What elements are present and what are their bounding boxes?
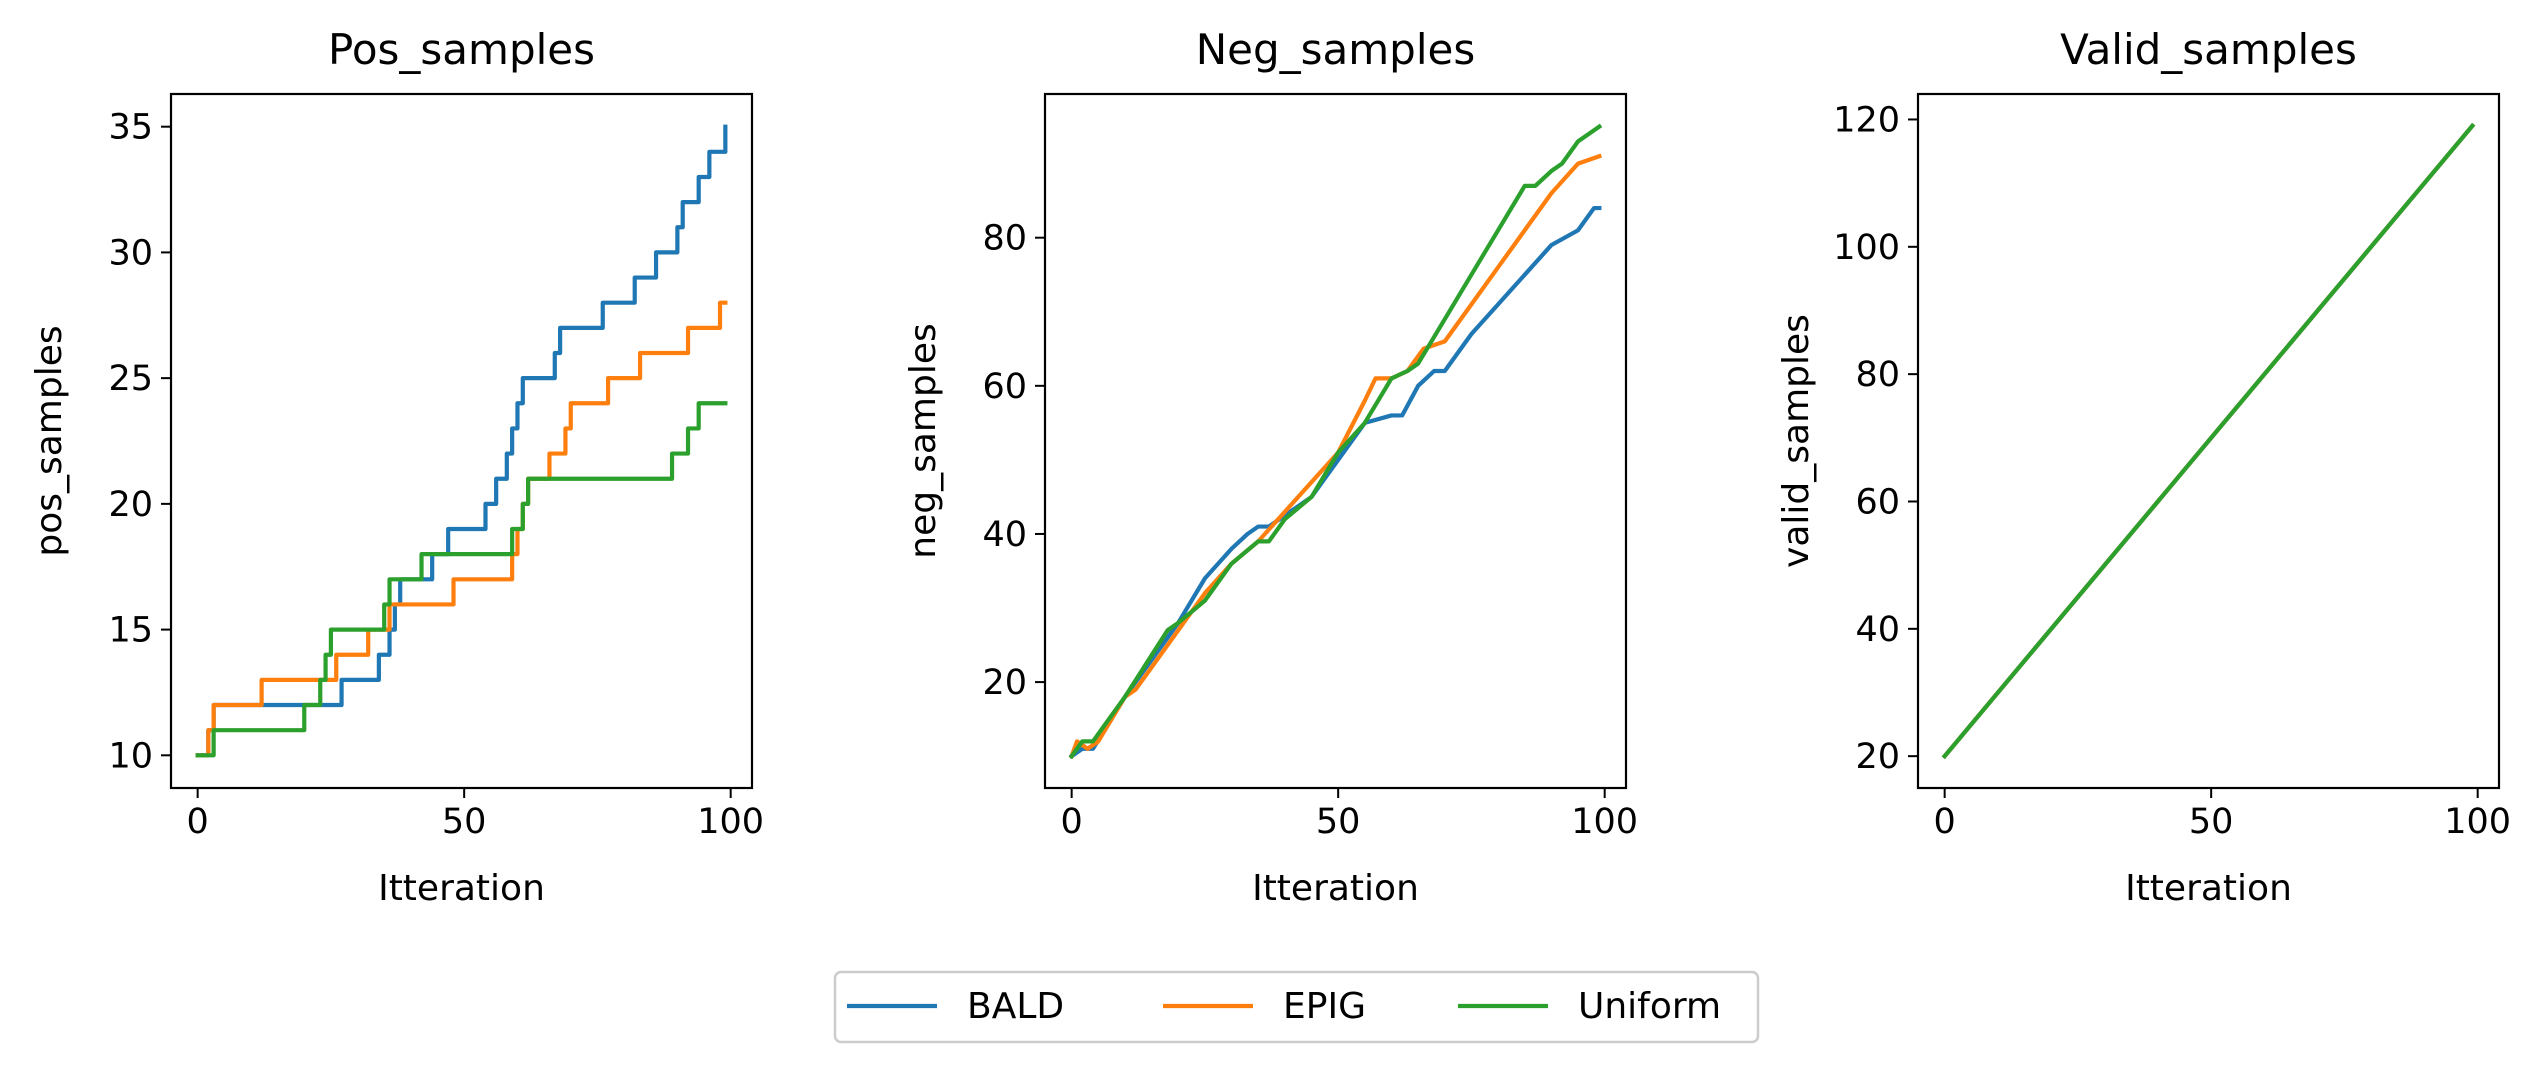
y-tick-label: 10 <box>108 736 153 776</box>
axes-frame <box>1043 92 1628 790</box>
axes-frame <box>1916 92 2501 790</box>
y-axis-label: valid_samples <box>1776 314 1817 568</box>
x-tick-label: 100 <box>1571 802 1638 842</box>
legend-label-bald: BALD <box>967 986 1064 1027</box>
series-line-bald <box>1068 205 1602 760</box>
y-tick-label: 80 <box>982 219 1027 259</box>
y-tick-label: 35 <box>108 108 153 148</box>
series-line-uniform <box>195 401 728 758</box>
chart-panel-2: 0 50 100 20 40 60 80 100 120 Valid_samples Itterat… <box>1776 25 2511 909</box>
chart-panel-1: 0 50 100 20 40 60 80 Neg_samples Itteration neg_s… <box>903 25 1638 909</box>
series-line-bald <box>195 124 728 758</box>
y-tick-label: 100 <box>1833 228 1900 268</box>
legend-box <box>833 970 1760 1044</box>
y-tick-label: 30 <box>108 233 153 273</box>
axes-frame <box>169 92 754 790</box>
y-tick-label: 120 <box>1833 100 1900 140</box>
legend-label-epig: EPIG <box>1283 986 1366 1027</box>
x-tick-label: 100 <box>697 802 764 842</box>
y-tick-label: 20 <box>1855 737 1900 777</box>
y-tick-label: 60 <box>982 367 1027 407</box>
x-tick-label: 0 <box>1934 802 1956 842</box>
x-tick-label: 50 <box>1316 802 1361 842</box>
y-tick-label: 80 <box>1855 355 1900 395</box>
x-tick-label: 50 <box>2189 802 2234 842</box>
y-tick-label: 20 <box>982 663 1027 703</box>
series-line-uniform <box>1941 122 2476 760</box>
x-tick-label: 50 <box>442 802 487 842</box>
chart-panels: 0 50 100 10 15 20 25 30 35 Pos_samples Itteration p… <box>29 25 2511 909</box>
x-axis-label: Itteration <box>1252 868 1419 909</box>
y-tick-label: 15 <box>108 611 153 651</box>
y-tick-label: 20 <box>108 485 153 525</box>
x-tick-label: 0 <box>187 802 209 842</box>
x-tick-label: 100 <box>2444 802 2511 842</box>
legend: BALD EPIG Uniform <box>833 970 1760 1044</box>
x-axis-label: Itteration <box>378 868 545 909</box>
y-tick-label: 25 <box>108 359 153 399</box>
y-tick-label: 60 <box>1855 482 1900 522</box>
x-axis-label: Itteration <box>2125 868 2292 909</box>
x-tick-label: 0 <box>1061 802 1083 842</box>
y-tick-label: 40 <box>1855 610 1900 650</box>
series-line-uniform <box>1068 123 1603 760</box>
chart-panel-0: 0 50 100 10 15 20 25 30 35 Pos_samples Itteration p… <box>29 25 764 909</box>
chart-title: Valid_samples <box>2060 25 2357 74</box>
y-tick-label: 40 <box>982 515 1027 555</box>
y-axis-label: pos_samples <box>29 325 70 556</box>
chart-title: Pos_samples <box>328 25 595 74</box>
chart-title: Neg_samples <box>1196 25 1476 74</box>
legend-label-uniform: Uniform <box>1578 986 1721 1027</box>
y-axis-label: neg_samples <box>903 323 944 558</box>
